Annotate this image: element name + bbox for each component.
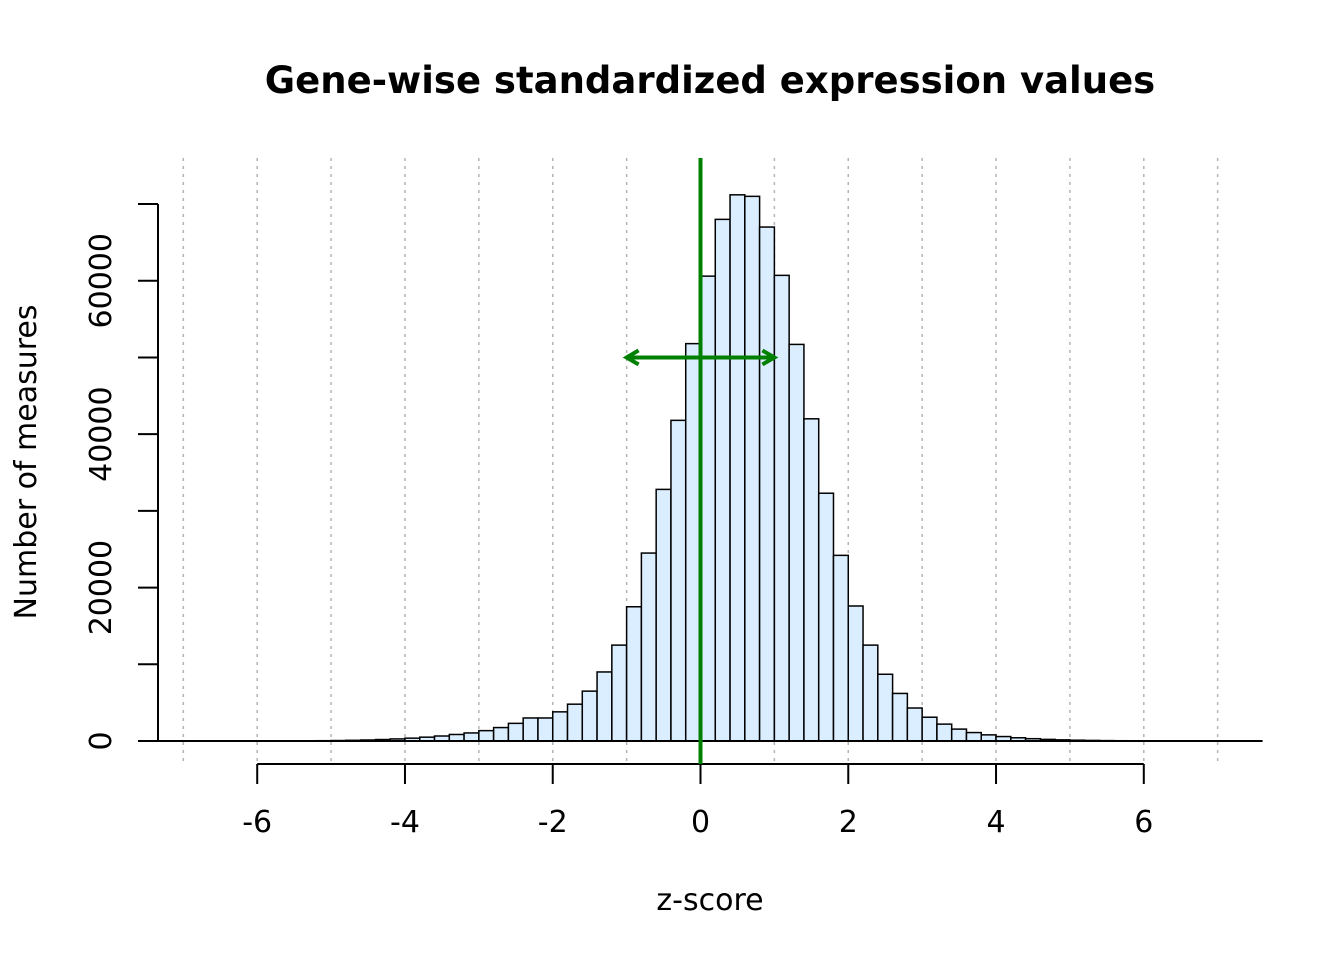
- histogram-bar: [788, 343, 805, 742]
- y-axis-label: Number of measures: [9, 305, 44, 620]
- histogram-bar: [684, 342, 702, 742]
- sd-arrow-head-left: [622, 348, 640, 367]
- x-tick-label: -4: [390, 805, 420, 840]
- histogram-bar: [877, 673, 894, 742]
- histogram-bar: [699, 275, 717, 742]
- histogram-bar: [965, 731, 983, 742]
- histogram-bar: [847, 605, 864, 742]
- histogram-bar: [832, 554, 850, 742]
- y-tick-label: 60000: [84, 233, 119, 328]
- histogram-bar: [611, 644, 628, 742]
- y-tick-label: 0: [84, 731, 119, 750]
- histogram-bar: [625, 606, 643, 742]
- histogram-bar: [581, 690, 598, 742]
- x-tick-label: 2: [839, 805, 858, 840]
- histogram-bar: [537, 717, 554, 742]
- sd-arrow: [622, 348, 779, 367]
- x-tick-label: -2: [538, 805, 568, 840]
- histogram-bar: [566, 703, 584, 742]
- histogram-bar: [478, 729, 495, 742]
- chart-title: Gene-wise standardized expression values: [265, 59, 1155, 102]
- histogram-bars: [153, 194, 1263, 742]
- x-tick-label: -6: [242, 805, 272, 840]
- histogram-bar: [655, 488, 672, 742]
- histogram-bar: [551, 711, 569, 742]
- histogram-bar: [817, 492, 835, 742]
- histogram-bar: [640, 552, 657, 742]
- sd-arrow-head-right: [761, 348, 779, 367]
- histogram-bar: [670, 419, 687, 742]
- histogram-bar: [729, 194, 746, 742]
- histogram-bar: [507, 722, 524, 742]
- histogram-bar: [921, 716, 938, 742]
- histogram-bar: [522, 717, 539, 742]
- histogram-bar: [492, 726, 510, 742]
- y-axis-ticks: 0 20000 40000 60000: [84, 203, 158, 751]
- x-axis-label: z-score: [656, 883, 763, 918]
- x-tick-label: 0: [691, 805, 710, 840]
- x-tick-label: 4: [986, 805, 1005, 840]
- y-tick-label: 20000: [84, 540, 119, 635]
- histogram-bar: [714, 218, 731, 742]
- x-axis-ticks: -6 -4 -2 0 2 4 6: [242, 764, 1153, 840]
- histogram-bar: [803, 418, 820, 742]
- histogram-bar: [862, 644, 879, 742]
- y-tick-label: 40000: [84, 386, 119, 481]
- histogram-bar: [891, 692, 909, 742]
- histogram-bar: [773, 274, 790, 742]
- histogram-bar: [744, 195, 761, 742]
- histogram-bar: [463, 732, 480, 742]
- histogram-bar: [936, 723, 953, 742]
- x-tick-label: 6: [1134, 805, 1153, 840]
- histogram-bar: [596, 671, 613, 742]
- histogram-bar: [758, 226, 776, 742]
- histogram-bar: [950, 728, 968, 742]
- histogram-bar: [906, 707, 923, 742]
